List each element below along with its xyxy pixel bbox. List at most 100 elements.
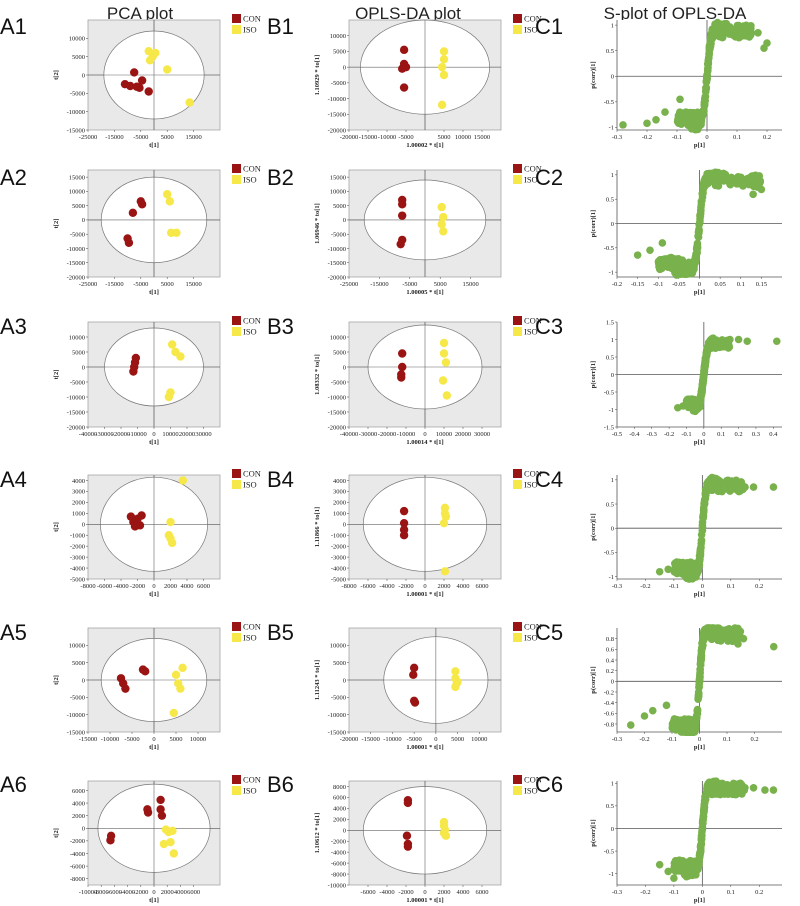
x-tick-label: -0.15 (631, 281, 645, 288)
iso-point (437, 220, 446, 229)
panel-a4: A4-8000 -6000 -4000 -2000 0 2000 4000 6000-5000… (0, 467, 261, 598)
x-tick-label: -4000 (379, 889, 394, 896)
variable-point (701, 793, 709, 801)
variable-point (719, 172, 728, 181)
con-point (129, 367, 138, 376)
x-tick-label: 0 (705, 134, 708, 141)
legend-iso-label: ISO (243, 480, 257, 490)
x-tick-label: 0 (702, 431, 705, 438)
panel-a6: A6-10000-8000-6000-4000-2000 0 2000 4000 600… (0, 772, 261, 904)
iso-point (442, 391, 452, 400)
y-axis-label: 1.06946 * to[1] (314, 203, 321, 244)
y-tick-label: -10000 (67, 109, 85, 116)
variable-point (633, 251, 642, 259)
x-tick-label: 0 (423, 889, 426, 896)
legend-con-swatch (513, 622, 522, 631)
y-tick-label: 0 (82, 72, 85, 79)
legend-con-swatch (232, 622, 241, 631)
y-tick-label: -5000 (331, 232, 346, 239)
x-tick-label: 2000 (438, 583, 451, 590)
legend-iso-swatch (232, 175, 241, 184)
panel-label: B6 (267, 772, 294, 797)
x-tick-label: 10000 (471, 736, 487, 743)
y-tick-label: -5000 (70, 576, 85, 583)
variable-point (719, 479, 727, 488)
variable-point (705, 53, 713, 61)
x-tick-label: -15000 (105, 134, 123, 141)
y-tick-label: -0.5 (604, 99, 614, 106)
variable-point (699, 817, 707, 825)
panel-c3: C3-0.5 -0.4 -0.3 -0.2 -0.1 0 0.1 0.2 0.3 0.4-1.5-… (535, 314, 782, 446)
variable-point (719, 337, 727, 346)
legend-iso-swatch (513, 633, 522, 642)
x-tick-label: -8000 (80, 583, 95, 590)
y-tick-label: 10000 (330, 33, 346, 40)
panel-label: C4 (535, 467, 563, 492)
con-point (409, 663, 419, 673)
y-tick-label: 0.6 (606, 647, 615, 654)
variable-point (702, 83, 710, 92)
x-tick-label: -2000 (130, 583, 145, 590)
iso-point (169, 849, 178, 858)
y-tick-label: -5000 (331, 695, 346, 702)
con-point (399, 518, 409, 528)
y-tick-label: -10000 (67, 246, 85, 253)
x-tick-label: 6000 (476, 889, 489, 896)
panel-label: A3 (0, 314, 27, 339)
y-tick-label: -5000 (70, 91, 85, 98)
y-tick-label: 5000 (72, 203, 85, 210)
panel-a5: A5 -15000 -10000 -5000 0 5000 10000 -15000 -1000… (0, 620, 261, 751)
iso-point (166, 837, 175, 847)
iso-point (151, 48, 160, 58)
y-tick-label: -8000 (70, 876, 85, 883)
variable-point (697, 197, 706, 206)
legend-iso-label: ISO (243, 786, 257, 796)
x-tick-label: -0.5 (612, 431, 622, 438)
variable-point (670, 874, 678, 883)
y-tick-label: -20000 (328, 127, 346, 134)
y-axis-label: 1.08332 * to[1] (314, 354, 321, 395)
y-tick-label: -4000 (331, 565, 346, 572)
y-tick-label: -20000 (328, 274, 346, 281)
legend-con-swatch (232, 164, 241, 173)
x-tick-label: 5000 (438, 134, 451, 141)
legend-iso-label: ISO (243, 175, 257, 185)
con-point (137, 200, 147, 209)
iso-point (172, 228, 181, 237)
panel-label: B2 (267, 165, 294, 190)
variable-point (699, 375, 707, 384)
variable-point (698, 521, 707, 529)
x-tick-label: 0 (152, 583, 155, 590)
x-tick-label: 0.1 (717, 431, 725, 438)
x-tick-label: 4000 (457, 583, 470, 590)
panel-c6: C6 -0.3 -0.2 -0.1 0 0.1 0.2 -1 -0.5 0 0.5 1 p[1] p(co… (535, 772, 782, 904)
variable-point (704, 58, 712, 67)
panel-label: A6 (0, 772, 27, 797)
y-tick-label: -0.6 (604, 711, 615, 718)
legend-con-label: CON (524, 622, 542, 632)
y-axis-label: 1.10612 * to[1] (314, 813, 321, 854)
variable-point (691, 255, 700, 264)
variable-point (664, 565, 673, 574)
y-tick-label: 0.8 (606, 636, 614, 643)
legend-iso-label: ISO (524, 633, 538, 643)
x-tick-label: 0.2 (755, 583, 763, 590)
legend-con-label: CON (524, 316, 542, 326)
variable-point (697, 543, 705, 552)
y-tick-label: 5000 (72, 54, 85, 61)
y-tick-label: -2000 (70, 838, 85, 845)
panel-b2: B2 -25000 -15000 -5000 5000 15000 -20000 -15000… (267, 164, 542, 297)
legend-con-label: CON (243, 164, 261, 174)
y-tick-label: -10000 (328, 882, 346, 889)
x-tick-label: -0.2 (639, 736, 649, 743)
y-tick-label: -10000 (328, 246, 346, 253)
x-tick-label: -5000 (124, 736, 139, 743)
panel-b3: B3-40000 -30000 -20000 -10000 0 10000 20000 300… (267, 314, 542, 446)
y-tick-label: -5000 (331, 576, 346, 583)
x-tick-label: -10000 (128, 431, 146, 438)
y-tick-label: -0.5 (604, 245, 614, 252)
x-tick-label: -10000 (101, 736, 119, 743)
y-axis-label: t[2] (53, 370, 60, 380)
y-tick-label: 1 (611, 781, 614, 788)
y-tick-label: 2000 (333, 817, 346, 824)
